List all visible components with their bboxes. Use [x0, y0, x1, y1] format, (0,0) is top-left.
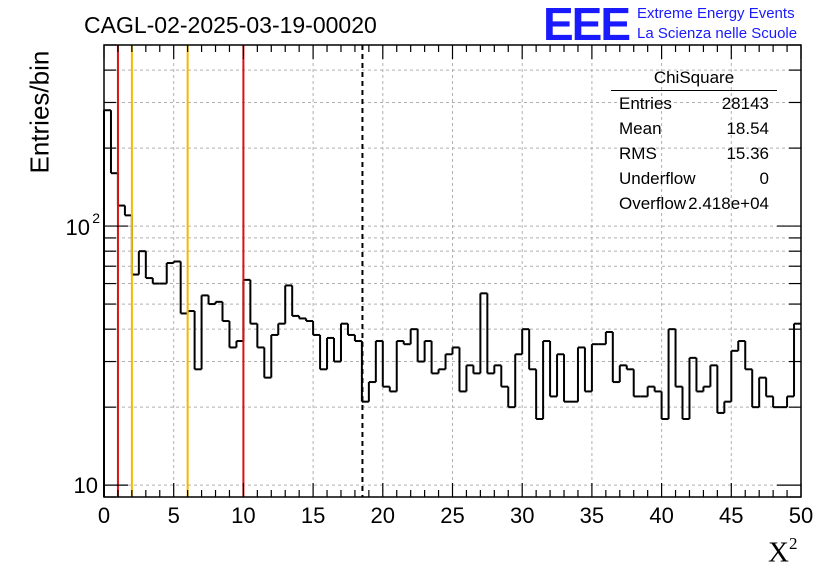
stats-title: ChiSquare [653, 68, 735, 87]
y-tick-label: 10 [74, 473, 98, 498]
x-tick-label: 0 [98, 503, 110, 528]
stats-value: 28143 [721, 94, 769, 113]
histogram-layer [103, 109, 801, 497]
stats-row-overflow: Overflow 2.418e+04 [611, 191, 777, 216]
x-tick-label: 25 [440, 503, 464, 528]
x-tick-label: 40 [649, 503, 673, 528]
eee-logo: EEE [543, 0, 631, 50]
stats-label: Entries [619, 94, 672, 113]
stats-row-rms: RMS 15.36 [611, 141, 777, 166]
x-tick-label: 45 [719, 503, 743, 528]
x-axis-label: X2 [768, 534, 798, 570]
chart-title: CAGL-02-2025-03-19-00020 [84, 12, 377, 38]
logo-line-1: Extreme Energy Events [637, 5, 795, 22]
stats-row-entries: Entries 28143 [611, 91, 777, 116]
stats-value: 15.36 [726, 144, 769, 163]
stats-label: Overflow [619, 194, 687, 213]
x-tick-label: 20 [371, 503, 395, 528]
stats-label: Mean [619, 119, 662, 138]
stats-box: ChiSquare Entries 28143 Mean 18.54 RMS 1… [611, 68, 777, 216]
stats-row-underflow: Underflow 0 [611, 166, 777, 191]
stats-value: 2.418e+04 [688, 194, 769, 213]
x-tick-label: 30 [510, 503, 534, 528]
x-tick-label: 15 [301, 503, 325, 528]
stats-row-mean: Mean 18.54 [611, 116, 777, 141]
x-tick-label: 35 [580, 503, 604, 528]
stats-value: 18.54 [726, 119, 769, 138]
x-axis-label-base: X [768, 536, 789, 569]
x-tick-label: 10 [231, 503, 255, 528]
marker-lines-layer [116, 45, 364, 497]
y-axis-label: Entries/bin [24, 50, 55, 174]
logo-line-2: La Scienza nelle Scuole [637, 25, 798, 42]
stats-value: 0 [759, 169, 769, 188]
y-tick-label-exponent: 2 [92, 210, 100, 226]
x-tick-label: 5 [168, 503, 180, 528]
x-tick-label: 50 [789, 503, 813, 528]
stats-divider [611, 90, 777, 91]
y-tick-label: 10 [66, 215, 90, 240]
axes-layer [103, 44, 802, 498]
stats-label: Underflow [619, 169, 696, 188]
stats-label: RMS [619, 144, 657, 163]
x-axis-label-exponent: 2 [788, 534, 798, 553]
